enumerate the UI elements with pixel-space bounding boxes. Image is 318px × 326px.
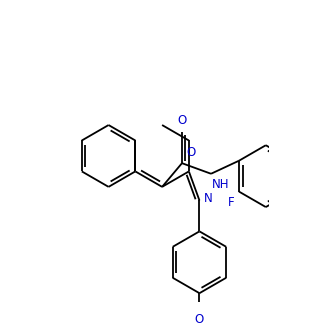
Text: NH: NH (212, 178, 229, 191)
Text: N: N (204, 192, 212, 205)
Text: F: F (228, 197, 235, 210)
Text: O: O (186, 146, 195, 159)
Text: O: O (195, 313, 204, 326)
Text: O: O (177, 113, 187, 126)
